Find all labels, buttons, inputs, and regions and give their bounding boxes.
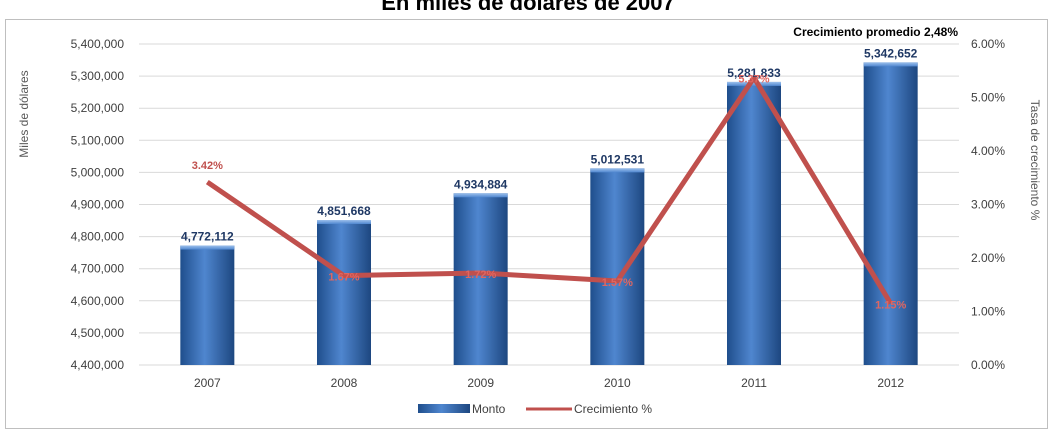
- bar-top: [454, 193, 508, 197]
- bar-value-label: 5,342,652: [864, 46, 918, 60]
- bar-top: [180, 246, 234, 250]
- x-tick-label: 2008: [331, 376, 358, 390]
- bar-top: [864, 62, 918, 66]
- growth-value-label: 1.57%: [602, 277, 633, 289]
- y-tick-label-left: 4,500,000: [71, 326, 125, 340]
- bar: [317, 220, 371, 365]
- chart-title: En miles de dólares de 2007: [0, 0, 1056, 16]
- bar-value-label: 4,851,668: [317, 204, 371, 218]
- y-tick-label-left: 5,300,000: [71, 69, 125, 83]
- legend-swatch-monto: [418, 404, 470, 413]
- bar-top: [590, 168, 644, 172]
- bar: [590, 168, 644, 365]
- x-tick-label: 2010: [604, 376, 631, 390]
- x-tick-label: 2009: [467, 376, 494, 390]
- y-tick-label-right: 3.00%: [971, 198, 1005, 212]
- legend-label-crecimiento: Crecimiento %: [574, 402, 652, 416]
- bar: [727, 82, 781, 365]
- x-tick-label: 2012: [877, 376, 904, 390]
- bar: [180, 246, 234, 365]
- gridlines: [139, 44, 959, 365]
- bar-value-label: 5,012,531: [591, 152, 645, 166]
- bar-value-label: 4,934,884: [454, 177, 508, 191]
- y-axis-title-left: Miles de dólares: [17, 70, 31, 157]
- growth-value-label: 1.72%: [465, 269, 496, 281]
- growth-value-label: 1.15%: [875, 299, 906, 311]
- chart-svg: 4,400,000 4,500,000 4,600,000 4,700,000 4,80…: [6, 20, 1047, 428]
- y-tick-label-left: 5,200,000: [71, 101, 125, 115]
- bar: [864, 62, 918, 365]
- y-tick-label-left: 4,800,000: [71, 230, 125, 244]
- legend-label-monto: Monto: [472, 402, 506, 416]
- y-tick-label-left: 5,000,000: [71, 165, 125, 179]
- growth-value-label: 3.42%: [192, 160, 223, 172]
- growth-line: [207, 78, 890, 304]
- y-tick-label-left: 4,600,000: [71, 294, 125, 308]
- left-axis-ticks: 4,400,000 4,500,000 4,600,000 4,700,000 4,80…: [71, 37, 125, 372]
- y-tick-label-left: 4,900,000: [71, 198, 125, 212]
- legend: Monto Crecimiento %: [418, 402, 652, 416]
- bar-value-label: 4,772,112: [181, 230, 234, 244]
- growth-value-label: 1.67%: [328, 272, 359, 284]
- y-tick-label-left: 4,700,000: [71, 262, 125, 276]
- y-tick-label-right: 6.00%: [971, 37, 1005, 51]
- category-labels: 2007 2008 2009 2010 2011 2012: [194, 376, 904, 390]
- y-tick-label-left: 4,400,000: [71, 358, 125, 372]
- x-tick-label: 2007: [194, 376, 221, 390]
- data-labels: 4,772,1124,851,6684,934,8845,012,5315,28…: [181, 46, 918, 311]
- y-tick-label-right: 4.00%: [971, 144, 1005, 158]
- y-tick-label-right: 1.00%: [971, 305, 1005, 319]
- growth-line-path: [207, 78, 890, 304]
- chart-area: 4,400,000 4,500,000 4,600,000 4,700,000 4,80…: [5, 19, 1048, 429]
- x-tick-label: 2011: [741, 376, 767, 390]
- right-axis-ticks: 0.00% 1.00% 2.00% 3.00% 4.00% 5.00% 6.00%: [971, 37, 1005, 372]
- growth-value-label: 5.37%: [738, 74, 769, 86]
- y-tick-label-right: 5.00%: [971, 91, 1005, 105]
- average-growth-annotation: Crecimiento promedio 2,48%: [793, 25, 958, 39]
- bar-top: [317, 220, 371, 224]
- y-axis-title-right: Tasa de crecimiento %: [1028, 100, 1042, 221]
- y-tick-label-right: 0.00%: [971, 358, 1005, 372]
- y-tick-label-left: 5,100,000: [71, 133, 125, 147]
- y-tick-label-right: 2.00%: [971, 251, 1005, 265]
- y-tick-label-left: 5,400,000: [71, 37, 125, 51]
